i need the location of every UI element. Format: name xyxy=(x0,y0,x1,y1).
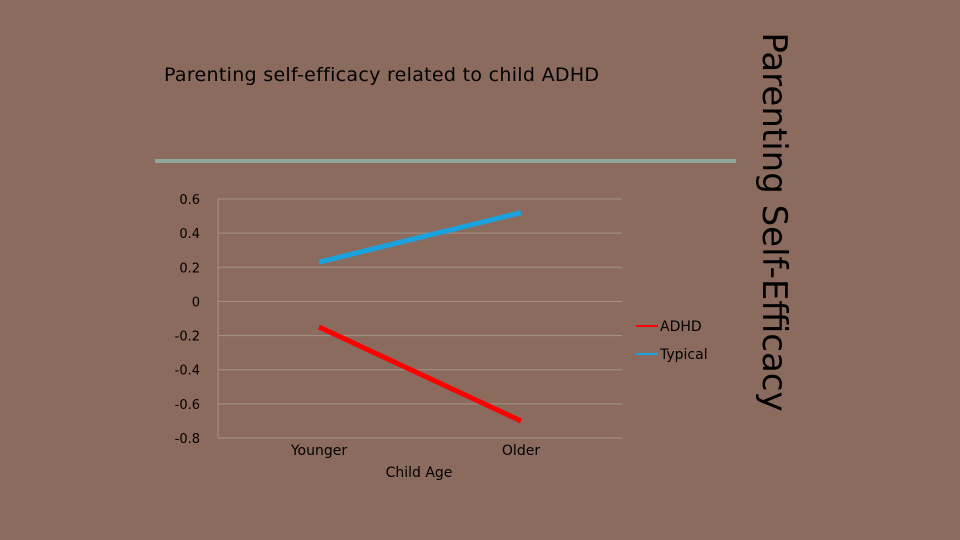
y-tick-label-1: 0.4 xyxy=(179,227,200,242)
legend-label-adhd: ADHD xyxy=(660,319,702,335)
y-tick-label-6: -0.6 xyxy=(175,398,200,413)
y-tick-labels: 0.6 0.4 0.2 0 -0.2 -0.4 -0.6 -0.8 xyxy=(175,193,200,447)
legend-label-typical: Typical xyxy=(659,347,708,363)
x-axis-label: Child Age xyxy=(386,465,453,481)
chart-title: Parenting self-efficacy related to child… xyxy=(164,64,600,86)
title-divider xyxy=(155,159,736,163)
y-tick-label-7: -0.8 xyxy=(175,432,200,447)
series-line-typical xyxy=(318,210,522,265)
series-lines xyxy=(317,210,523,424)
x-tick-labels: Younger Older xyxy=(290,443,540,459)
legend: ADHD Typical xyxy=(636,319,708,363)
y-tick-label-3: 0 xyxy=(192,295,200,310)
y-tick-label-4: -0.2 xyxy=(175,330,200,345)
grid-lines xyxy=(217,198,622,439)
y-tick-label-5: -0.4 xyxy=(175,364,200,379)
x-tick-label-younger: Younger xyxy=(290,443,348,459)
y-tick-label-2: 0.2 xyxy=(179,261,200,276)
y-tick-label-0: 0.6 xyxy=(179,193,200,208)
series-line-adhd xyxy=(317,324,523,424)
x-tick-label-older: Older xyxy=(502,443,540,459)
